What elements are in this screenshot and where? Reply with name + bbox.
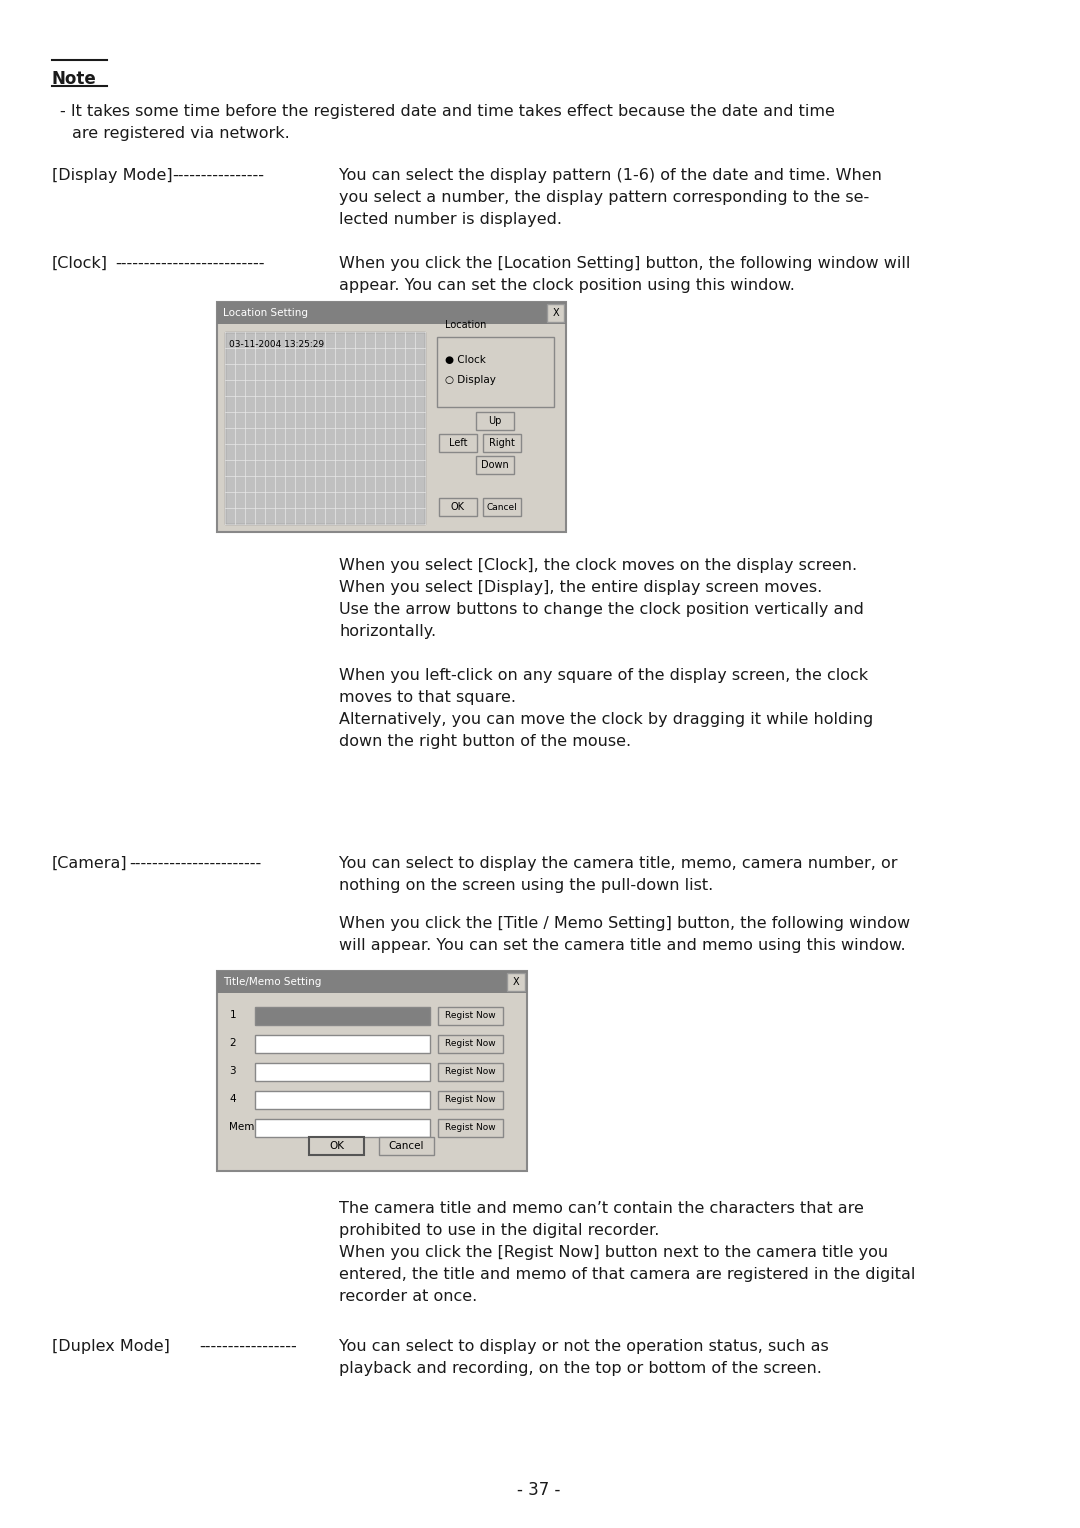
Text: lected number is displayed.: lected number is displayed. [339,212,562,228]
Bar [437,1007,502,1025]
Bar [217,303,567,532]
Bar [546,304,565,322]
Bar [507,973,525,992]
Text: prohibited to use in the digital recorder.: prohibited to use in the digital recorde… [339,1222,660,1238]
Text: ○ Display: ○ Display [445,374,496,385]
Text: When you click the [Title / Memo Setting] button, the following window: When you click the [Title / Memo Setting… [339,915,910,931]
Text: you select a number, the display pattern corresponding to the se-: you select a number, the display pattern… [339,189,869,205]
Text: appear. You can set the clock position using this window.: appear. You can set the clock position u… [339,278,795,293]
Text: X: X [552,309,558,318]
Bar [438,498,476,516]
Bar [483,498,521,516]
Text: When you click the [Location Setting] button, the following window will: When you click the [Location Setting] bu… [339,257,910,270]
Text: --------------------------: -------------------------- [116,257,266,270]
Text: Cancel: Cancel [486,503,517,512]
Text: playback and recording, on the top or bottom of the screen.: playback and recording, on the top or bo… [339,1361,822,1377]
Text: Location: Location [445,319,486,330]
Bar [255,1007,430,1025]
Bar [309,1137,364,1155]
Text: -----------------------: ----------------------- [130,856,262,871]
Bar [217,970,527,1170]
Text: moves to that square.: moves to that square. [339,691,516,704]
Text: horizontally.: horizontally. [339,623,436,639]
Text: [Display Mode]: [Display Mode] [52,168,173,183]
Text: ● Clock: ● Clock [445,354,486,365]
Bar [217,303,567,324]
Text: You can select to display or not the operation status, such as: You can select to display or not the ope… [339,1339,828,1354]
Text: Right: Right [489,439,514,448]
Text: 3: 3 [229,1067,237,1076]
Bar [255,1063,430,1080]
Text: will appear. You can set the camera title and memo using this window.: will appear. You can set the camera titl… [339,938,906,953]
Text: 03-11-2004 13:25:29: 03-11-2004 13:25:29 [229,341,324,348]
Text: When you click the [Regist Now] button next to the camera title you: When you click the [Regist Now] button n… [339,1245,888,1261]
Text: When you left-click on any square of the display screen, the clock: When you left-click on any square of the… [339,668,868,683]
Text: Title/Memo Setting: Title/Memo Setting [224,976,322,987]
Text: down the right button of the mouse.: down the right button of the mouse. [339,733,631,749]
Text: recorder at once.: recorder at once. [339,1290,477,1303]
Text: X: X [512,976,518,987]
Bar [436,338,554,406]
Text: Regist Now: Regist Now [445,1123,496,1132]
Text: 4: 4 [229,1094,237,1105]
Text: are registered via network.: are registered via network. [71,125,289,141]
Text: Regist Now: Regist Now [445,1039,496,1048]
Bar [379,1137,434,1155]
Bar [475,455,514,474]
Text: [Duplex Mode]: [Duplex Mode] [52,1339,170,1354]
Text: Left: Left [448,439,467,448]
Text: Regist Now: Regist Now [445,1067,496,1076]
Text: When you select [Display], the entire display screen moves.: When you select [Display], the entire di… [339,581,822,594]
Text: - It takes some time before the registered date and time takes effect because th: - It takes some time before the register… [59,104,835,119]
Text: Alternatively, you can move the clock by dragging it while holding: Alternatively, you can move the clock by… [339,712,874,727]
Bar [226,332,424,524]
Text: ----------------: ---------------- [173,168,265,183]
Text: Location Setting: Location Setting [224,309,309,318]
Text: You can select the display pattern (1-6) of the date and time. When: You can select the display pattern (1-6)… [339,168,882,183]
Text: When you select [Clock], the clock moves on the display screen.: When you select [Clock], the clock moves… [339,558,858,573]
Text: - 37 -: - 37 - [517,1481,561,1499]
Text: Cancel: Cancel [389,1141,424,1151]
Bar [255,1034,430,1053]
Text: You can select to display the camera title, memo, camera number, or: You can select to display the camera tit… [339,856,897,871]
Text: Down: Down [481,460,509,471]
Text: 2: 2 [229,1038,237,1048]
Text: 1: 1 [229,1010,237,1021]
Bar [437,1034,502,1053]
Text: OK: OK [450,503,464,512]
Bar [217,970,527,993]
Text: nothing on the screen using the pull-down list.: nothing on the screen using the pull-dow… [339,879,714,892]
Bar [483,434,521,452]
Text: entered, the title and memo of that camera are registered in the digital: entered, the title and memo of that came… [339,1267,916,1282]
Bar [255,1118,430,1137]
Text: [Camera]: [Camera] [52,856,127,871]
Bar [438,434,476,452]
Bar [437,1063,502,1080]
Text: -----------------: ----------------- [200,1339,297,1354]
Text: Regist Now: Regist Now [445,1010,496,1019]
Text: The camera title and memo can’t contain the characters that are: The camera title and memo can’t contain … [339,1201,864,1216]
Text: OK: OK [329,1141,345,1151]
Text: Regist Now: Regist Now [445,1094,496,1103]
Bar [437,1091,502,1109]
Bar [255,1091,430,1109]
Text: Memo: Memo [229,1122,261,1132]
Bar [475,413,514,429]
Bar [437,1118,502,1137]
Text: Note: Note [52,70,96,89]
Text: Up: Up [488,416,501,426]
Text: Use the arrow buttons to change the clock position vertically and: Use the arrow buttons to change the cloc… [339,602,864,617]
Text: [Clock]: [Clock] [52,257,108,270]
